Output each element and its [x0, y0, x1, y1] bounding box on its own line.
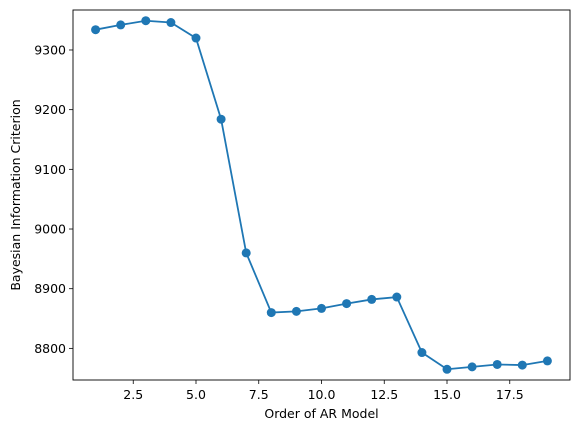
data-point	[542, 356, 552, 366]
data-point	[492, 359, 502, 369]
x-axis-label: Order of AR Model	[264, 406, 378, 421]
x-tick-label: 15.0	[433, 387, 461, 402]
y-tick-label: 9100	[34, 162, 66, 177]
x-tick-label: 5.0	[186, 387, 206, 402]
data-point	[342, 299, 352, 309]
data-point	[291, 306, 301, 316]
x-tick-label: 12.5	[370, 387, 398, 402]
data-point	[467, 362, 477, 372]
data-point	[141, 16, 151, 26]
data-point	[166, 18, 176, 28]
y-tick-label: 9300	[34, 42, 66, 57]
data-point	[517, 360, 527, 370]
data-point	[241, 248, 251, 258]
data-point	[417, 348, 427, 358]
data-point	[367, 294, 377, 304]
data-point	[442, 364, 452, 374]
x-tick-label: 17.5	[496, 387, 524, 402]
y-tick-label: 8900	[34, 281, 66, 296]
plot-area	[73, 10, 570, 380]
data-point	[116, 20, 126, 30]
x-tick-label: 2.5	[123, 387, 143, 402]
y-tick-label: 9200	[34, 102, 66, 117]
data-point	[317, 303, 326, 313]
y-axis-label: Bayesian Information Criterion	[8, 99, 23, 290]
data-point	[266, 308, 276, 318]
x-tick-label: 7.5	[249, 387, 269, 402]
data-point	[91, 25, 101, 35]
data-point	[216, 114, 226, 124]
data-point	[191, 33, 201, 43]
y-tick-label: 9000	[34, 222, 66, 237]
x-tick-label: 10.0	[308, 387, 336, 402]
data-point	[392, 292, 402, 302]
y-tick-label: 8800	[34, 341, 66, 356]
